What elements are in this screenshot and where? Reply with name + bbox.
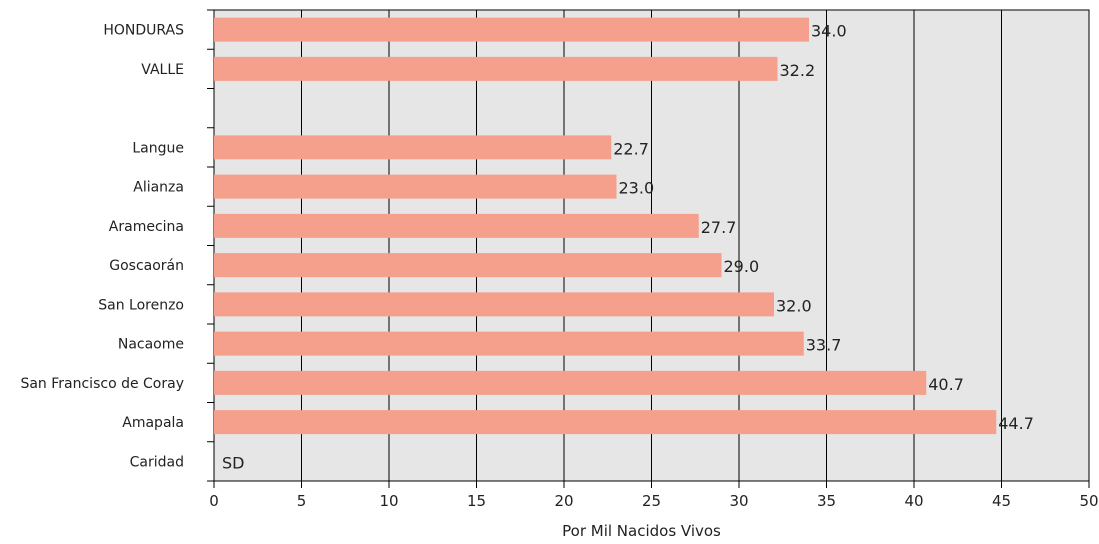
x-axis-title: Por Mil Nacidos Vivos xyxy=(562,522,721,540)
category-label: Amapala xyxy=(122,415,184,431)
bar xyxy=(214,410,997,435)
x-tick-label: 50 xyxy=(1079,492,1098,510)
category-label: Alianza xyxy=(133,180,184,196)
bar xyxy=(214,213,699,238)
value-label: 22.7 xyxy=(613,139,649,158)
bar xyxy=(214,135,612,160)
x-tick-label: 25 xyxy=(642,492,661,510)
gridlines xyxy=(301,10,1002,481)
value-label: 44.7 xyxy=(998,414,1034,433)
bar xyxy=(214,56,778,81)
category-label: Langue xyxy=(132,140,184,156)
bar xyxy=(214,292,774,317)
value-label: 27.7 xyxy=(701,218,737,237)
category-label: San Lorenzo xyxy=(98,297,184,313)
category-label: Goscaorán xyxy=(109,258,184,274)
tick-labels: 0 5 10 15 20 25 30 35 40 45 50 xyxy=(209,492,1098,510)
bar xyxy=(214,17,809,42)
value-label: 29.0 xyxy=(724,257,760,276)
x-tick-label: 0 xyxy=(209,492,219,510)
value-label: 32.0 xyxy=(776,296,812,315)
value-label: SD xyxy=(222,453,244,472)
x-tick-label: 15 xyxy=(467,492,486,510)
value-labels: 34.0 32.2 22.7 23.0 27.7 29.0 32.0 33.7 40.7 44.7… xyxy=(222,22,1034,473)
x-tick-label: 30 xyxy=(729,492,748,510)
category-label: Caridad xyxy=(130,454,184,470)
value-label: 32.2 xyxy=(780,61,816,80)
category-labels: HONDURAS VALLE Langue Alianza Aramecina Gosca… xyxy=(20,23,184,471)
x-tick-label: 20 xyxy=(554,492,573,510)
value-label: 23.0 xyxy=(619,179,655,198)
category-label: HONDURAS xyxy=(103,23,184,39)
bars xyxy=(214,17,997,435)
value-label: 40.7 xyxy=(928,375,964,394)
x-tick-label: 10 xyxy=(379,492,398,510)
x-tick-label: 35 xyxy=(817,492,836,510)
axes xyxy=(207,9,1090,488)
category-label: San Francisco de Coray xyxy=(20,376,184,392)
x-tick-label: 45 xyxy=(992,492,1011,510)
bar xyxy=(214,331,804,356)
x-tick-label: 40 xyxy=(904,492,923,510)
category-label: Aramecina xyxy=(109,219,184,235)
bar xyxy=(214,370,927,395)
category-label: VALLE xyxy=(141,62,184,78)
bar xyxy=(214,253,722,278)
value-label: 34.0 xyxy=(811,22,847,41)
x-tick-label: 5 xyxy=(297,492,307,510)
category-label: Nacaome xyxy=(118,337,184,353)
bar xyxy=(214,174,617,199)
value-label: 33.7 xyxy=(806,336,842,355)
